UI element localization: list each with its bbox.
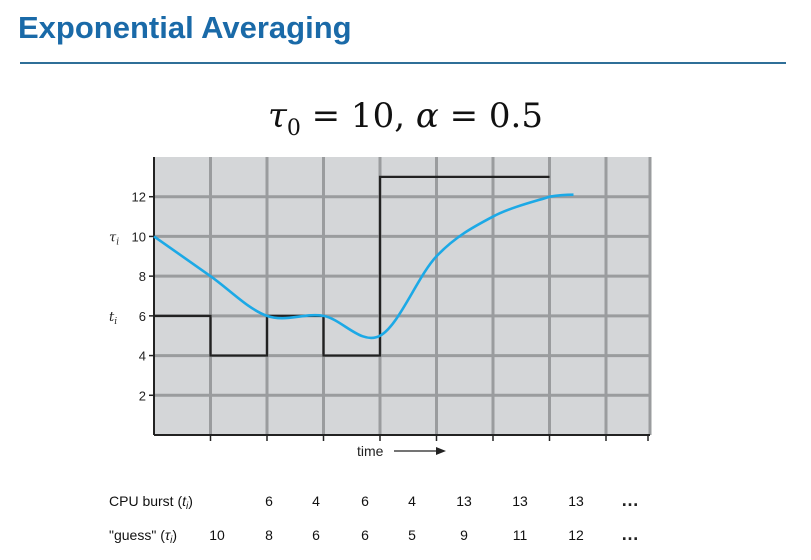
table-cell: 9 — [460, 527, 468, 543]
table-cell: 4 — [312, 493, 320, 509]
table-cell: 11 — [513, 527, 528, 543]
table-ellipsis: … — [621, 490, 639, 510]
table-cell: 13 — [568, 493, 584, 509]
formula: τ0 = 10, α = 0.5 — [0, 96, 811, 141]
y-tick-label: 8 — [139, 269, 146, 284]
table-ellipsis: … — [621, 524, 639, 544]
y-tick-label: 6 — [139, 309, 146, 324]
x-axis-label: time — [357, 443, 384, 459]
y-tick-label: 4 — [139, 349, 146, 364]
table-cell: 13 — [456, 493, 472, 509]
cpu-burst-line — [154, 175, 550, 357]
table-row-label: CPU burst (ti) — [109, 493, 193, 512]
table-cell: 6 — [265, 493, 273, 509]
table-cell: 4 — [408, 493, 416, 509]
plot-area — [154, 157, 650, 435]
table-row-label: "guess" (τi) — [109, 527, 177, 546]
table-cell: 6 — [312, 527, 320, 543]
y-tick-label: 10 — [132, 229, 146, 244]
formula-tau: τ — [268, 96, 287, 136]
table-cell: 5 — [408, 527, 416, 543]
formula-eq2: = 0.5 — [438, 96, 543, 136]
t-axis-symbol: ti — [109, 310, 117, 327]
slide-title: Exponential Averaging — [18, 10, 352, 45]
y-tick-label: 12 — [132, 190, 146, 205]
y-tick-label: 2 — [139, 388, 146, 403]
table-cell: 12 — [568, 527, 584, 543]
guess-curve — [153, 193, 574, 340]
tau-axis-symbol: τi — [109, 230, 119, 247]
formula-eq1: = 10, — [300, 96, 416, 136]
table-cell: 6 — [361, 493, 369, 509]
formula-alpha: α — [415, 96, 439, 136]
table-cell: 8 — [265, 527, 273, 543]
time-arrow-head — [436, 447, 446, 455]
table-cell: 10 — [209, 527, 225, 543]
title-divider — [20, 62, 786, 64]
table-cell: 13 — [512, 493, 528, 509]
formula-tau-sub: 0 — [286, 115, 301, 141]
table-cell: 6 — [361, 527, 369, 543]
